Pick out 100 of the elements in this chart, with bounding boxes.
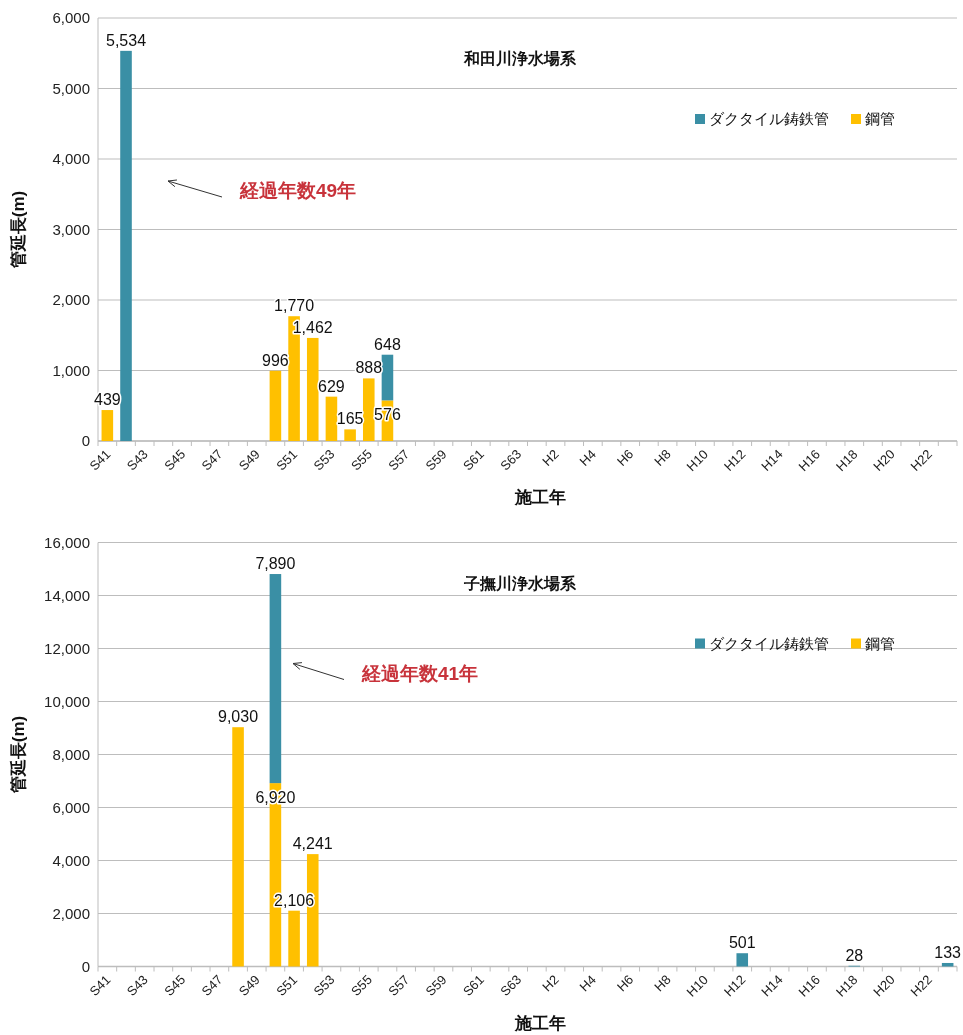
x-tick-label: H16 — [795, 446, 824, 474]
x-tick-label: S45 — [161, 971, 189, 999]
annotation: 経過年数41年 — [361, 662, 479, 683]
x-tick-label: S59 — [422, 446, 450, 474]
y-tick-label: 8,000 — [52, 745, 90, 762]
x-tick-label: S45 — [161, 446, 189, 474]
y-tick-label: 4,000 — [52, 851, 90, 868]
legend-label: 鋼管 — [865, 634, 895, 651]
data-label: 648 — [374, 335, 401, 353]
x-tick-label: S47 — [198, 446, 226, 474]
x-tick-label: H10 — [683, 446, 712, 474]
x-tick-label: S55 — [347, 446, 375, 474]
x-axis-title: 施工年 — [513, 1013, 566, 1032]
data-label: 7,890 — [255, 554, 296, 572]
bar — [941, 962, 954, 966]
bar — [344, 429, 356, 441]
x-tick-label: H22 — [907, 971, 936, 999]
x-tick-label: H4 — [576, 971, 599, 994]
y-tick-label: 16,000 — [44, 533, 90, 550]
y-tick-label: 0 — [81, 957, 90, 974]
x-tick-label: H12 — [720, 971, 749, 999]
x-tick-label: S49 — [235, 971, 263, 999]
x-tick-label: S47 — [198, 971, 226, 999]
x-tick-label: S63 — [497, 971, 525, 999]
x-tick-label: H8 — [651, 971, 674, 994]
x-tick-label: S41 — [86, 971, 114, 999]
x-tick-label: S55 — [347, 971, 375, 999]
y-tick-label: 2,000 — [52, 291, 90, 308]
x-tick-label: H6 — [613, 446, 637, 469]
y-tick-label: 10,000 — [44, 692, 90, 709]
y-tick-label: 5,000 — [52, 79, 90, 97]
data-label: 133 — [934, 943, 962, 961]
y-tick-label: 0 — [81, 432, 90, 449]
bar — [269, 370, 282, 441]
bar — [120, 50, 132, 441]
x-tick-label: S57 — [385, 446, 413, 474]
text: 和田川浄水場系 — [463, 50, 577, 67]
data-label: 629 — [318, 377, 345, 395]
x-tick-label: S41 — [86, 446, 114, 474]
x-axis-title: 施工年 — [513, 488, 566, 507]
bar — [362, 378, 375, 441]
x-tick-label: S53 — [310, 971, 338, 999]
y-tick-label: 3,000 — [52, 220, 90, 238]
y-tick-label: 6,000 — [52, 9, 90, 26]
y-tick-label: 12,000 — [44, 639, 90, 656]
y-axis-title: 管延長(m) — [9, 190, 28, 270]
y-tick-label: 4,000 — [52, 150, 90, 167]
data-label: 996 — [262, 351, 289, 369]
bar — [232, 726, 244, 966]
bar — [325, 396, 338, 441]
bar — [101, 410, 114, 441]
x-tick-label: S43 — [123, 446, 151, 474]
x-tick-label: H2 — [539, 971, 562, 994]
annotation: 経過年数49年 — [239, 180, 357, 201]
bar — [288, 910, 300, 966]
data-label: 9,030 — [218, 707, 259, 725]
x-tick-label: S61 — [459, 446, 487, 474]
legend-label: ダクタイル鋳鉄管 — [709, 634, 829, 651]
x-tick-label: S49 — [235, 446, 263, 474]
text: 子撫川浄水場系 — [463, 574, 577, 591]
legend-label: ダクタイル鋳鉄管 — [709, 110, 829, 127]
x-tick-label: S63 — [497, 446, 525, 474]
x-tick-label: H14 — [758, 971, 786, 999]
x-tick-label: S59 — [422, 971, 450, 999]
x-tick-label: H20 — [870, 971, 898, 999]
x-tick-label: H2 — [539, 446, 562, 469]
y-tick-label: 1,000 — [52, 361, 90, 379]
x-tick-label: S51 — [273, 446, 301, 474]
x-tick-label: S57 — [385, 971, 413, 999]
x-tick-label: S43 — [123, 971, 151, 999]
x-tick-label: H4 — [576, 446, 599, 469]
data-label: 888 — [355, 359, 383, 377]
data-label: 501 — [728, 933, 756, 951]
y-tick-label: 2,000 — [52, 904, 90, 921]
legend-label: 鋼管 — [865, 110, 895, 127]
x-tick-label: H14 — [758, 446, 786, 474]
x-tick-label: H22 — [907, 446, 936, 474]
x-tick-label: H8 — [651, 446, 674, 469]
x-tick-label: H18 — [832, 971, 861, 999]
x-tick-label: H18 — [832, 446, 861, 474]
data-label: 5,534 — [105, 31, 147, 49]
data-label: 28 — [845, 946, 864, 964]
y-tick-label: 6,000 — [52, 798, 90, 815]
data-label: 439 — [93, 391, 121, 409]
x-tick-label: H12 — [720, 446, 749, 474]
data-label: 165 — [336, 410, 364, 428]
bar — [381, 354, 394, 401]
x-tick-label: H10 — [683, 971, 712, 999]
x-tick-label: S51 — [273, 971, 301, 999]
x-tick-label: H16 — [795, 971, 824, 999]
bar — [306, 337, 319, 441]
x-tick-label: S61 — [459, 971, 487, 999]
bar — [269, 573, 282, 783]
y-axis-title: 管延長(m) — [9, 715, 28, 794]
x-tick-label: S53 — [310, 446, 338, 474]
y-tick-label: 14,000 — [44, 586, 90, 603]
x-tick-label: H6 — [613, 971, 637, 994]
data-label: 1,770 — [274, 297, 315, 315]
x-tick-label: H20 — [870, 446, 898, 474]
data-label: 4,241 — [292, 834, 333, 852]
